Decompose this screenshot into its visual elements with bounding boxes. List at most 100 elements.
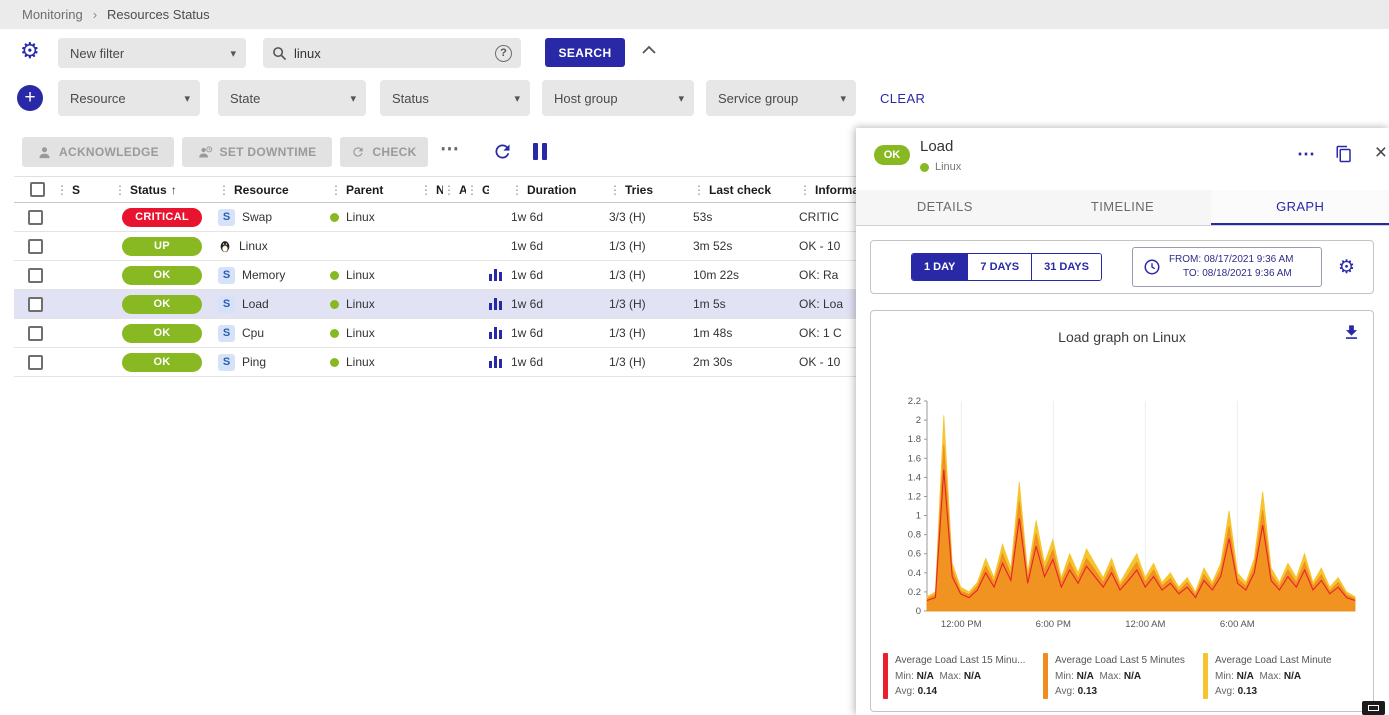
search-button[interactable]: SEARCH xyxy=(545,38,625,67)
resource-name[interactable]: Linux xyxy=(239,239,268,253)
parent-name[interactable]: Linux xyxy=(346,326,375,340)
col-status[interactable]: ⋮ Status ↑ xyxy=(114,182,177,197)
load-graph-svg[interactable]: 12:00 PM 6:00 PM 12:00 AM 6:00 AM 0 0.2 0.4 0.6… xyxy=(881,391,1367,647)
legend-item[interactable]: Average Load Last 5 Minutes Min: N/A Max:… xyxy=(1043,653,1203,700)
range-1-day-button[interactable]: 1 DAY xyxy=(912,254,969,280)
chevron-down-icon: ▾ xyxy=(350,92,356,105)
breadcrumb-resources-status[interactable]: Resources Status xyxy=(107,7,210,22)
col-notification[interactable]: ⋮ N xyxy=(420,182,443,197)
row-checkbox[interactable] xyxy=(28,267,43,283)
chevron-down-icon: ▾ xyxy=(184,92,190,105)
row-checkbox[interactable] xyxy=(28,209,43,225)
resource-name[interactable]: Memory xyxy=(242,268,286,282)
drag-handle-icon: ⋮ xyxy=(609,182,621,197)
table-row[interactable]: OK S Memory Linux 1w 6d 1/3 (H) 10m 22s OK: Ra xyxy=(14,261,856,290)
col-severity[interactable]: ⋮ S xyxy=(56,182,81,197)
search-input[interactable] xyxy=(294,45,488,61)
drawer-more-actions-button[interactable]: ⋯ xyxy=(1297,144,1315,164)
range-31-days-button[interactable]: 31 DAYS xyxy=(1032,254,1101,280)
col-acknowledged[interactable]: ⋮ A xyxy=(443,182,466,197)
more-actions-button[interactable]: ⋯ xyxy=(440,139,459,160)
row-checkbox[interactable] xyxy=(28,238,43,254)
graph-icon[interactable] xyxy=(489,269,502,281)
resource-name[interactable]: Swap xyxy=(242,210,273,224)
custom-range-box[interactable]: FROM: 08/17/2021 9:36 AM TO: 08/18/2021 … xyxy=(1131,247,1322,287)
select-all-checkbox[interactable] xyxy=(30,182,45,197)
graph-settings-gear-icon[interactable]: ⚙ xyxy=(1337,256,1355,278)
search-box[interactable]: ? xyxy=(263,38,521,68)
parent-name[interactable]: Linux xyxy=(346,210,375,224)
table-row[interactable]: OK S Cpu Linux 1w 6d 1/3 (H) 1m 48s OK: 1 C xyxy=(14,319,856,348)
graph-fullscreen-icon[interactable] xyxy=(1362,701,1385,715)
resource-details-drawer: OK Load Linux ⋯ × DETAILS TIMELINE GRAPH… xyxy=(856,128,1389,715)
parent-name[interactable]: Linux xyxy=(346,297,375,311)
resource-name[interactable]: Cpu xyxy=(242,326,265,340)
col-last-check[interactable]: ⋮ Last check xyxy=(693,182,772,197)
parent-name[interactable]: Linux xyxy=(346,268,375,282)
time-range-group: 1 DAY 7 DAYS 31 DAYS xyxy=(911,253,1102,281)
legend-text: Average Load Last 5 Minutes Min: N/A Max:… xyxy=(1055,655,1185,697)
refresh-icon[interactable] xyxy=(492,141,513,162)
sort-asc-icon[interactable]: ↑ xyxy=(170,182,177,197)
resource-name[interactable]: Load xyxy=(242,297,269,311)
breadcrumb-monitoring[interactable]: Monitoring xyxy=(22,7,83,22)
range-7-days-button[interactable]: 7 DAYS xyxy=(968,254,1033,280)
row-checkbox[interactable] xyxy=(28,325,43,341)
table-body: CRITICAL S Swap Linux 1w 6d 3/3 (H) 53s CRITIC U… xyxy=(14,203,856,377)
tab-timeline[interactable]: TIMELINE xyxy=(1090,199,1155,214)
tries-cell: 1/3 (H) xyxy=(609,297,646,311)
col-duration[interactable]: ⋮ Duration xyxy=(511,182,577,197)
service-group-criteria-select[interactable]: Service group ▾ xyxy=(706,80,856,116)
row-checkbox[interactable] xyxy=(28,296,43,312)
status-criteria-select[interactable]: Status ▾ xyxy=(380,80,530,116)
service-group-criteria-label: Service group xyxy=(718,90,799,106)
graph-icon[interactable] xyxy=(489,298,502,310)
col-information[interactable]: ⋮Information xyxy=(799,182,856,197)
collapse-filters-chevron-icon[interactable] xyxy=(641,45,657,55)
parent-name[interactable]: Linux xyxy=(346,355,375,369)
check-button[interactable]: CHECK xyxy=(340,137,428,167)
table-row[interactable]: CRITICAL S Swap Linux 1w 6d 3/3 (H) 53s CRITIC xyxy=(14,203,856,232)
legend-item[interactable]: Average Load Last Minute Min: N/A Max: N/… xyxy=(1203,653,1363,700)
graph-icon[interactable] xyxy=(489,356,502,368)
svg-text:12:00 PM: 12:00 PM xyxy=(941,619,982,630)
svg-text:6:00 AM: 6:00 AM xyxy=(1220,619,1255,630)
export-graph-icon[interactable] xyxy=(1342,323,1361,342)
to-value: 08/18/2021 9:36 AM xyxy=(1202,268,1292,279)
clock-icon xyxy=(1144,259,1160,275)
information-cell: OK: Ra xyxy=(799,268,839,282)
col-graph[interactable]: ⋮ G xyxy=(466,182,489,197)
row-checkbox[interactable] xyxy=(28,354,43,370)
close-drawer-icon[interactable]: × xyxy=(1374,141,1387,164)
set-downtime-button[interactable]: SET DOWNTIME xyxy=(182,137,332,167)
information-cell: OK: Loa xyxy=(799,297,844,311)
drawer-tabs: DETAILS TIMELINE GRAPH xyxy=(856,190,1389,226)
tab-graph[interactable]: GRAPH xyxy=(1211,190,1389,225)
tab-details[interactable]: DETAILS xyxy=(916,199,973,214)
filter-preset-select[interactable]: New filter ▾ xyxy=(58,38,246,68)
search-help-icon[interactable]: ? xyxy=(495,44,512,62)
drag-handle-icon: ⋮ xyxy=(443,182,455,197)
table-row[interactable]: OK S Ping Linux 1w 6d 1/3 (H) 2m 30s OK - 10 xyxy=(14,348,856,377)
col-parent[interactable]: ⋮ Parent xyxy=(330,182,384,197)
copy-link-icon[interactable] xyxy=(1335,145,1353,163)
resource-name[interactable]: Ping xyxy=(242,355,267,369)
legend-item[interactable]: Average Load Last 15 Minu... Min: N/A Max… xyxy=(883,653,1043,700)
graph-icon[interactable] xyxy=(489,327,502,339)
pause-autorefresh-icon[interactable] xyxy=(533,143,547,160)
table-row[interactable]: UP Linux 1w 6d 1/3 (H) 3m 52s OK - 10 xyxy=(14,232,856,261)
table-row[interactable]: OK S Load Linux 1w 6d 1/3 (H) 1m 5s OK: Loa xyxy=(14,290,856,319)
filter-settings-gear-icon[interactable]: ⚙ xyxy=(20,38,40,63)
host-group-criteria-select[interactable]: Host group ▾ xyxy=(542,80,694,116)
last-check-cell: 10m 22s xyxy=(693,268,740,282)
state-criteria-select[interactable]: State ▾ xyxy=(218,80,366,116)
clear-filters-button[interactable]: CLEAR xyxy=(880,91,926,106)
acknowledge-button[interactable]: ACKNOWLEDGE xyxy=(22,137,174,167)
col-tries[interactable]: ⋮ Tries xyxy=(609,182,654,197)
resource-criteria-select[interactable]: Resource ▾ xyxy=(58,80,200,116)
set-downtime-label: SET DOWNTIME xyxy=(219,145,317,159)
last-check-cell: 1m 5s xyxy=(693,297,726,311)
col-resource[interactable]: ⋮ Resource xyxy=(218,182,289,197)
add-filter-button[interactable]: + xyxy=(17,85,43,111)
svg-text:2: 2 xyxy=(916,415,921,426)
